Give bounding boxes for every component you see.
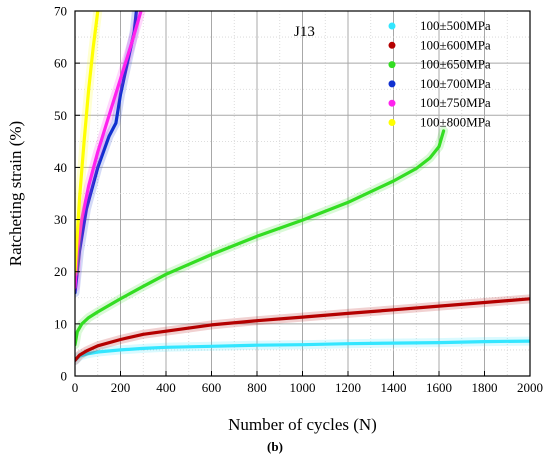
legend-marker-5 [388, 119, 396, 126]
legend-label-4: 100±750MPa [420, 95, 491, 110]
x-axis-label: Number of cycles (N) [228, 415, 377, 434]
y-tick-label: 40 [54, 160, 67, 175]
x-tick-label: 1200 [335, 380, 361, 395]
series-line-0 [75, 339, 530, 362]
y-axis: 0 10 20 30 40 50 60 70 [54, 4, 80, 384]
legend-label-5: 100±800MPa [420, 115, 491, 130]
series-line-5 [75, 11, 100, 274]
x-tick-label: 400 [156, 380, 176, 395]
x-tick-label: 200 [111, 380, 131, 395]
specimen-annotation: J13 [294, 24, 315, 40]
legend: 100±500MPa 100±600MPa 100±650MPa 100±700MPa… [388, 18, 491, 130]
legend-marker-2 [388, 61, 396, 69]
legend-marker-0 [388, 22, 396, 30]
legend-label-2: 100±650MPa [420, 57, 491, 72]
y-tick-label: 50 [54, 108, 67, 123]
grid-lines [75, 11, 530, 376]
y-tick-label: 70 [54, 4, 67, 19]
y-tick-label: 30 [54, 212, 67, 227]
x-tick-label: 1800 [472, 380, 498, 395]
y-tick-label: 60 [54, 56, 67, 71]
series-layer [75, 11, 530, 365]
y-tick-label: 0 [61, 369, 68, 384]
legend-marker-3 [388, 80, 396, 88]
x-tick-label: 2000 [517, 380, 543, 395]
x-tick-label: 0 [72, 380, 79, 395]
series-line-4 [75, 11, 143, 289]
x-tick-label: 1600 [426, 380, 452, 395]
y-axis-label: Ratcheting strain (%) [6, 121, 25, 266]
y-tick-label: 20 [54, 264, 67, 279]
y-tick-label: 10 [54, 316, 67, 331]
x-axis: 0 200 400 600 800 1000 1200 1400 1600 1800 2000 [72, 371, 543, 395]
legend-label-3: 100±700MPa [420, 76, 491, 91]
legend-label-1: 100±600MPa [420, 37, 491, 52]
x-tick-label: 600 [202, 380, 222, 395]
series-line-2 [75, 129, 446, 347]
x-tick-label: 800 [247, 380, 267, 395]
legend-marker-1 [388, 41, 396, 49]
legend-label-0: 100±500MPa [420, 18, 491, 33]
legend-marker-4 [388, 99, 396, 107]
x-tick-label: 1400 [381, 380, 407, 395]
x-tick-label: 1000 [290, 380, 316, 395]
series-line-1 [75, 297, 530, 362]
panel-label: (b) [267, 439, 283, 454]
